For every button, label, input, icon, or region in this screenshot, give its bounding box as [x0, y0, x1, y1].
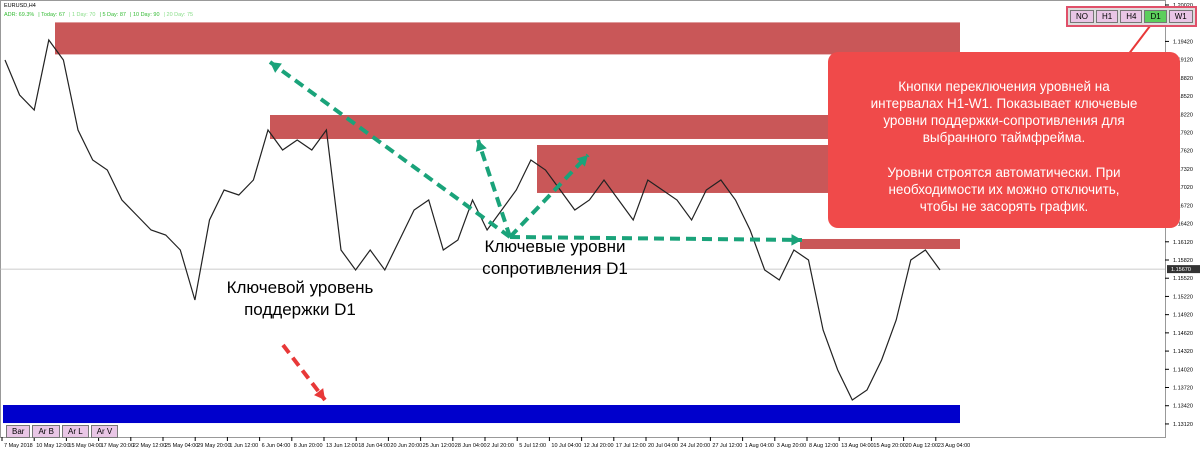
x-tick-label: 20 Jun 20:00 — [390, 443, 422, 449]
guide-arrow — [508, 153, 590, 239]
button[interactable]: H1 — [1096, 10, 1119, 23]
adr-stat: | 5 Day: 87 — [99, 12, 126, 18]
adr-stat: | 20 Day: 75 — [164, 12, 194, 18]
x-tick-label: 20 Aug 12:00 — [906, 443, 938, 449]
button[interactable]: Ar V — [90, 425, 119, 438]
tool-bar: Bar Ar B Ar L Ar V — [6, 425, 119, 438]
level-zone — [270, 115, 960, 139]
y-tick-label: 1.17320 — [1173, 167, 1193, 173]
adr-stat: ADR: 69.3% — [4, 12, 34, 18]
button[interactable]: Ar B — [32, 425, 61, 438]
y-tick-label: 1.17920 — [1173, 130, 1193, 136]
x-tick-label: 8 Aug 12:00 — [809, 443, 838, 449]
y-tick-label: 1.19120 — [1173, 58, 1193, 64]
resistance-note: Ключевые уровни сопротивления D1 — [482, 237, 628, 278]
guide-arrow-head — [270, 62, 282, 73]
y-tick-label: 1.18520 — [1173, 94, 1193, 100]
symbol: EURUSD,H4 — [4, 3, 36, 9]
y-tick-label: 1.14620 — [1173, 331, 1193, 337]
y-tick-label: 1.16720 — [1173, 203, 1193, 209]
x-tick-label: 6 Jun 04:00 — [262, 443, 291, 449]
price-line — [4, 38, 941, 401]
x-tick-label: 22 May 12:00 — [133, 443, 166, 449]
x-tick-label: 27 Jul 12:00 — [712, 443, 742, 449]
guide-arrow-head — [475, 140, 487, 152]
x-tick-label: 8 Jun 20:00 — [294, 443, 323, 449]
level-zone — [800, 238, 960, 250]
x-tick-label: 1 Aug 04:00 — [745, 443, 774, 449]
button[interactable]: Ar L — [62, 425, 89, 438]
adr-stat: | 10 Day: 90 — [130, 12, 160, 18]
y-tick-label: 1.13120 — [1173, 422, 1193, 428]
adr-stat: | 1 Day: 70 — [69, 12, 96, 18]
x-tick-label: 12 Jul 20:00 — [584, 443, 614, 449]
adr-stat: | Today: 67 — [38, 12, 65, 18]
button[interactable]: D1 — [1144, 10, 1167, 23]
x-tick-label: 25 May 04:00 — [165, 443, 198, 449]
x-tick-label: 20 Jul 04:00 — [648, 443, 678, 449]
callout-text: Кнопки переключения уровней на интервала… — [870, 79, 1138, 145]
callout-pointer — [1127, 25, 1151, 56]
x-tick-label: 17 Jul 12:00 — [616, 443, 646, 449]
timeframe-bar: NO H1 H4 D1 W1 — [1066, 6, 1197, 27]
callout: Кнопки переключения уровней на интервала… — [828, 52, 1180, 228]
x-tick-label: 18 Jun 04:00 — [358, 443, 390, 449]
x-tick-label: 7 May 2018 — [4, 443, 33, 449]
y-tick-label: 1.14320 — [1173, 349, 1193, 355]
y-tick-label: 1.14020 — [1173, 367, 1193, 373]
button[interactable]: H4 — [1120, 10, 1143, 23]
y-tick-label: 1.18220 — [1173, 112, 1193, 118]
y-tick-label: 1.13720 — [1173, 386, 1193, 392]
support-arrow — [281, 343, 327, 402]
guide-arrow — [268, 60, 512, 239]
guide-arrow — [476, 139, 512, 238]
x-tick-label: 10 Jul 04:00 — [551, 443, 581, 449]
x-tick-label: 15 Aug 20:00 — [873, 443, 905, 449]
x-tick-label: 13 Aug 04:00 — [841, 443, 873, 449]
x-tick-label: 5 Jul 12:00 — [519, 443, 546, 449]
x-tick-label: 13 Jun 12:00 — [326, 443, 358, 449]
y-tick-label: 1.15220 — [1173, 294, 1193, 300]
callout-text: Уровни строятся автоматически. При необх… — [887, 165, 1121, 214]
x-tick-label: 3 Aug 20:00 — [777, 443, 806, 449]
y-tick-label: 1.13420 — [1173, 404, 1193, 410]
current-price-box — [1167, 265, 1200, 274]
x-tick-label: 24 Jul 20:00 — [680, 443, 710, 449]
button[interactable]: NO — [1070, 10, 1094, 23]
level-zone — [3, 405, 960, 424]
level-zone — [55, 22, 960, 55]
support-note: Ключевой уровень поддержки D1 — [226, 278, 374, 319]
y-tick-label: 1.18820 — [1173, 76, 1193, 82]
x-tick-label: 10 May 12:00 — [36, 443, 69, 449]
x-tick-label: 28 Jun 04:00 — [455, 443, 487, 449]
y-tick-label: 1.20020 — [1173, 3, 1193, 9]
x-tick-label: 23 Aug 04:00 — [938, 443, 970, 449]
guide-arrow — [509, 235, 803, 242]
x-tick-label: 25 Jun 12:00 — [423, 443, 455, 449]
support-arrow-head — [314, 388, 325, 400]
y-tick-label: 1.15820 — [1173, 258, 1193, 264]
x-tick-label: 2 Jul 20:00 — [487, 443, 514, 449]
current-price-label: 1.15670 — [1171, 267, 1191, 273]
x-tick-label: 1 Jun 12:00 — [229, 443, 258, 449]
guide-arrow-head — [576, 155, 588, 167]
y-tick-label: 1.17620 — [1173, 149, 1193, 155]
y-tick-label: 1.17020 — [1173, 185, 1193, 191]
y-tick-label: 1.15520 — [1173, 276, 1193, 282]
y-tick-label: 1.16120 — [1173, 240, 1193, 246]
button[interactable]: Bar — [6, 425, 31, 438]
y-tick-label: 1.19420 — [1173, 39, 1193, 45]
x-tick-label: 29 May 20:00 — [197, 443, 230, 449]
y-tick-label: 1.14920 — [1173, 313, 1193, 319]
x-tick-label: 15 May 04:00 — [68, 443, 101, 449]
button[interactable]: W1 — [1168, 10, 1193, 23]
guide-arrow-head — [791, 234, 802, 246]
x-tick-label: 17 May 20:00 — [101, 443, 134, 449]
y-tick-label: 1.16420 — [1173, 222, 1193, 228]
